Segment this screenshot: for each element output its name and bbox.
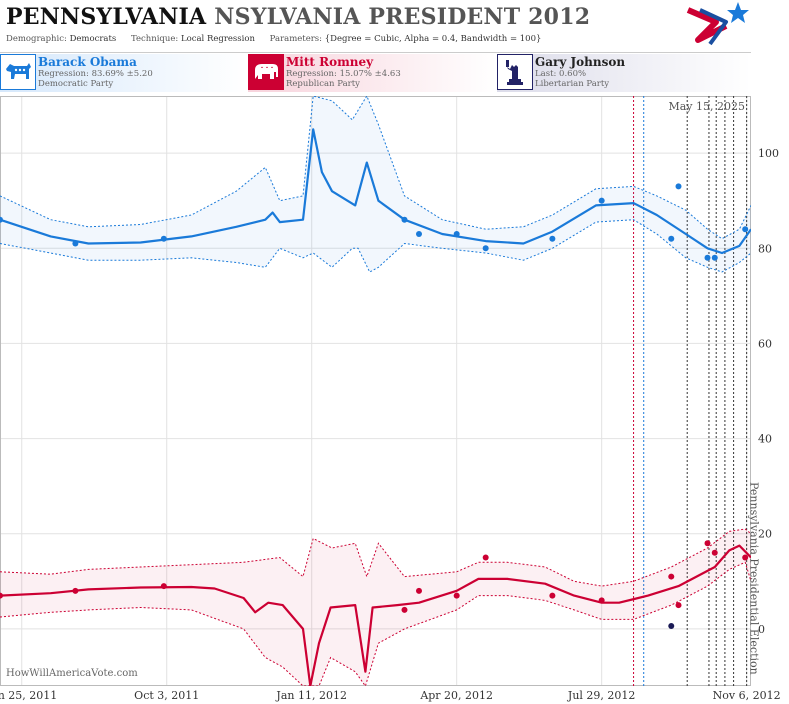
x-tick-label: Apr 20, 2012 [419, 689, 493, 702]
romney-poll-point [668, 573, 675, 580]
romney-poll-point [704, 540, 711, 547]
x-tick-label: Nov 6, 2012 [713, 689, 781, 702]
romney-poll-point [482, 554, 489, 561]
obama-poll-point [549, 235, 556, 242]
candidate-stat: Regression: 83.69% ±5.20 [38, 69, 153, 79]
obama-poll-point [415, 230, 422, 237]
y-tick-label: 60 [758, 337, 772, 350]
johnson-poll-point [668, 623, 675, 630]
romney-poll-point [72, 587, 79, 594]
obama-poll-point [711, 254, 718, 261]
romney-upper-bound [0, 528, 751, 587]
date-annotation: May 15, 2025 [668, 100, 745, 113]
romney-poll-point [453, 592, 460, 599]
obama-poll-point [482, 245, 489, 252]
candidate-legend: Barack Obama Regression: 83.69% ±5.20 De… [0, 54, 751, 94]
x-tick-label: Jun 25, 2011 [0, 689, 57, 702]
candidate-name: Gary Johnson [535, 55, 626, 69]
candidate-stat: Regression: 15.07% ±4.63 [286, 69, 401, 79]
parameters-line: Demographic: Democrats Technique: Local … [6, 34, 541, 44]
candidate-party: Republican Party [286, 79, 360, 89]
obama-confidence-band [0, 96, 751, 272]
obama-poll-point [401, 216, 408, 223]
obama-poll-point [0, 216, 3, 223]
obama-lower-bound [0, 219, 751, 273]
romney-poll-point [711, 549, 718, 556]
romney-poll-point [401, 606, 408, 613]
obama-trend-line [0, 128, 751, 255]
race-title: NSYLVANIA PRESIDENT 2012 [214, 4, 591, 30]
romney-poll-point [415, 587, 422, 594]
x-tick-label: Jan 11, 2012 [275, 689, 347, 702]
romney-poll-point [598, 597, 605, 604]
y-tick-label: 100 [758, 147, 779, 160]
x-tick-label: Oct 3, 2011 [134, 689, 199, 702]
romney-poll-point [0, 592, 3, 599]
page-title: PENNSYLVANIA NSYLVANIA PRESIDENT 2012 [6, 4, 590, 30]
site-logo-icon [686, 2, 749, 46]
x-tick-label: Jul 29, 2012 [567, 689, 636, 702]
romney-trend-line [0, 544, 751, 686]
romney-poll-point [675, 602, 682, 609]
obama-poll-point [598, 197, 605, 204]
obama-poll-point [668, 235, 675, 242]
statue-of-liberty-icon [497, 54, 533, 90]
obama-poll-point [453, 230, 460, 237]
chart-plot: 0 20 40 60 80 100 Jun 25, 2011 Oct 3, 2011 Jan 1… [0, 96, 781, 702]
election-label: Pennsylvania Presidential Election [748, 482, 761, 675]
parameters-label: Parameters: [269, 34, 323, 44]
obama-upper-bound [0, 96, 751, 240]
elephant-icon [248, 54, 284, 90]
obama-poll-point [704, 254, 711, 261]
candidate-party: Democratic Party [38, 79, 114, 89]
obama-poll-point [675, 183, 682, 190]
watermark: HowWillAmericaVote.com [6, 668, 138, 679]
demographic-label: Demographic: [6, 34, 67, 44]
obama-poll-point [72, 240, 79, 247]
y-tick-label: 0 [758, 623, 765, 636]
romney-poll-point [160, 583, 167, 590]
romney-poll-point [549, 592, 556, 599]
obama-poll-point [742, 226, 749, 233]
y-tick-label: 20 [758, 528, 772, 541]
candidate-stat: Last: 0.60% [535, 69, 587, 79]
state-title: PENNSYLVANIA [6, 4, 207, 30]
y-tick-label: 80 [758, 242, 772, 255]
obama-poll-point [160, 235, 167, 242]
y-tick-label: 40 [758, 433, 772, 446]
candidate-obama[interactable]: Barack Obama Regression: 83.69% ±5.20 De… [0, 54, 247, 92]
technique-label: Technique: [130, 34, 179, 44]
technique-value: Local Regression [180, 34, 255, 44]
romney-lower-bound [0, 561, 751, 686]
donkey-icon [0, 54, 36, 90]
demographic-value: Democrats [69, 34, 117, 44]
candidate-name: Mitt Romney [286, 55, 374, 69]
chart-header: PENNSYLVANIA NSYLVANIA PRESIDENT 2012 Dem… [0, 0, 751, 53]
romney-poll-point [742, 554, 749, 561]
candidate-johnson[interactable]: Gary Johnson Last: 0.60% Libertarian Par… [497, 54, 751, 92]
candidate-name: Barack Obama [38, 55, 137, 69]
plot-frame [0, 96, 751, 686]
candidate-party: Libertarian Party [535, 79, 610, 89]
candidate-romney[interactable]: Mitt Romney Regression: 15.07% ±4.63 Rep… [248, 54, 496, 92]
parameters-value: {Degree = Cubic, Alpha = 0.4, Bandwidth … [324, 34, 542, 44]
